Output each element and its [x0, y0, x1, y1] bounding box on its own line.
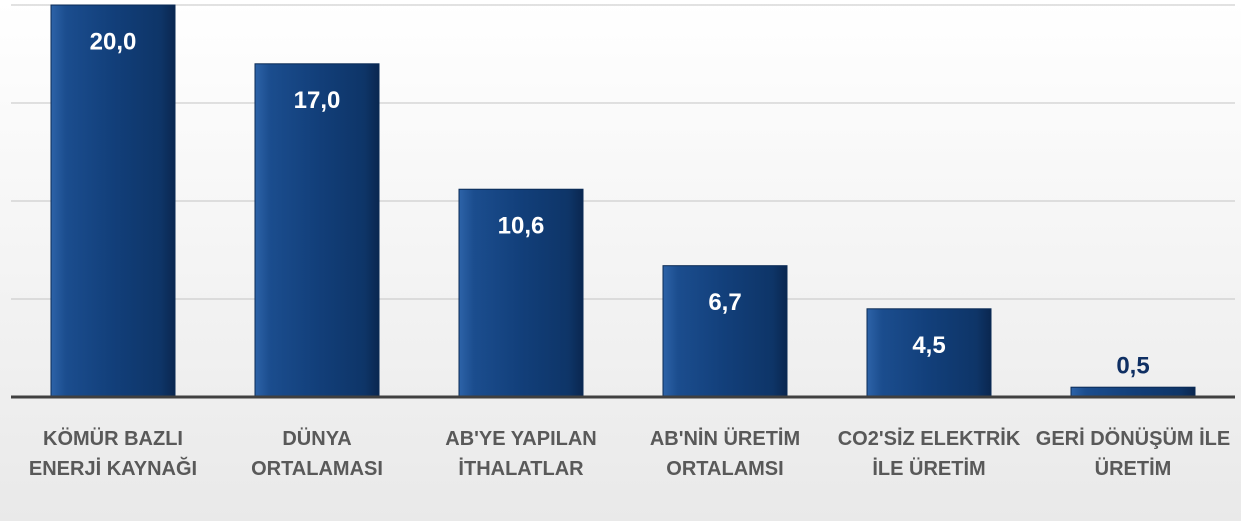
x-tick-label: DÜNYA ORTALAMASI: [251, 428, 383, 480]
x-tick-label: AB'YE YAPILAN İTHALATLAR: [445, 428, 597, 480]
value-label: 4,5: [912, 332, 945, 359]
value-label: 17,0: [294, 87, 341, 114]
bar: [662, 265, 788, 398]
x-tick-label: KÖMÜR BAZLI ENERJİ KAYNAĞI: [28, 428, 198, 480]
value-label: 0,5: [1116, 353, 1149, 380]
x-tick-label: AB'NİN ÜRETİM ORTALAMSI: [649, 428, 801, 480]
x-tick-label: GERİ DÖNÜŞÜM İLE ÜRETİM: [1035, 428, 1231, 480]
x-tick-label: CO2'SİZ ELEKTRİK İLE ÜRETİM: [837, 428, 1021, 480]
value-label: 6,7: [708, 289, 741, 316]
value-label: 10,6: [498, 213, 545, 240]
bar: [50, 4, 176, 398]
bar: [458, 188, 584, 398]
bar: [866, 308, 992, 398]
value-label: 20,0: [90, 28, 137, 55]
bar: [254, 63, 380, 398]
